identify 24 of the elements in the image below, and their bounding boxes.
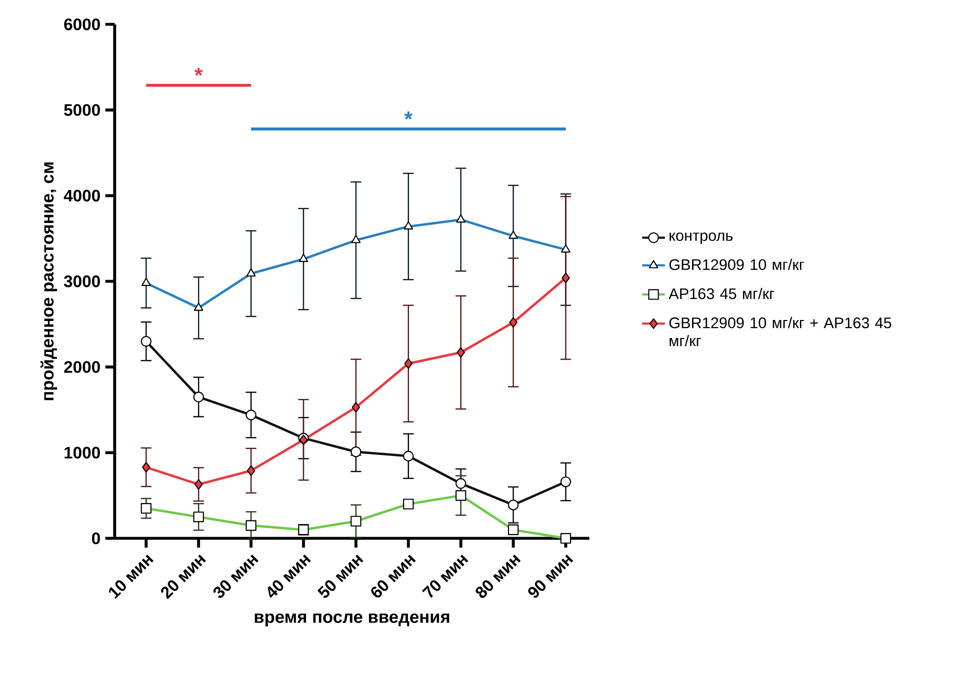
y-tick-label: 2000 [64, 361, 100, 373]
x-tick-label: 70 мин [422, 554, 468, 598]
y-tick-label: 6000 [64, 18, 100, 30]
x-tick-label: 40 мин [268, 554, 311, 598]
x-tick-label: 30 мин [213, 554, 258, 598]
legend-label: AP163 45 мг/кг [668, 288, 774, 300]
annotation: * [404, 112, 413, 120]
y-tick-label: 1000 [64, 446, 100, 459]
y-tick-label: 4000 [64, 190, 100, 202]
annotation: * [194, 68, 203, 76]
x-tick-label: 90 мин [528, 554, 574, 598]
y-tick-label: 0 [92, 532, 100, 544]
y-tick-label: 5000 [64, 104, 100, 116]
legend-label: GBR12909 10 мг/кг + AP163 45 мг/кг [669, 317, 892, 346]
x-tick-label: 60 мин [371, 554, 416, 598]
x-axis-title: время после введения [254, 613, 450, 626]
x-tick-label: 20 мин [161, 554, 206, 600]
x-tick-label: 50 мин [317, 554, 364, 598]
legend-label: контроль [670, 232, 733, 244]
x-tick-label: 10 мин [108, 554, 154, 599]
legend-label: GBR12909 10 мг/кг [669, 258, 804, 270]
x-tick-label: 80 мин [476, 554, 521, 598]
y-tick-label: 3000 [64, 275, 100, 288]
y-axis-title: пройденное расстояние, см [40, 162, 58, 400]
